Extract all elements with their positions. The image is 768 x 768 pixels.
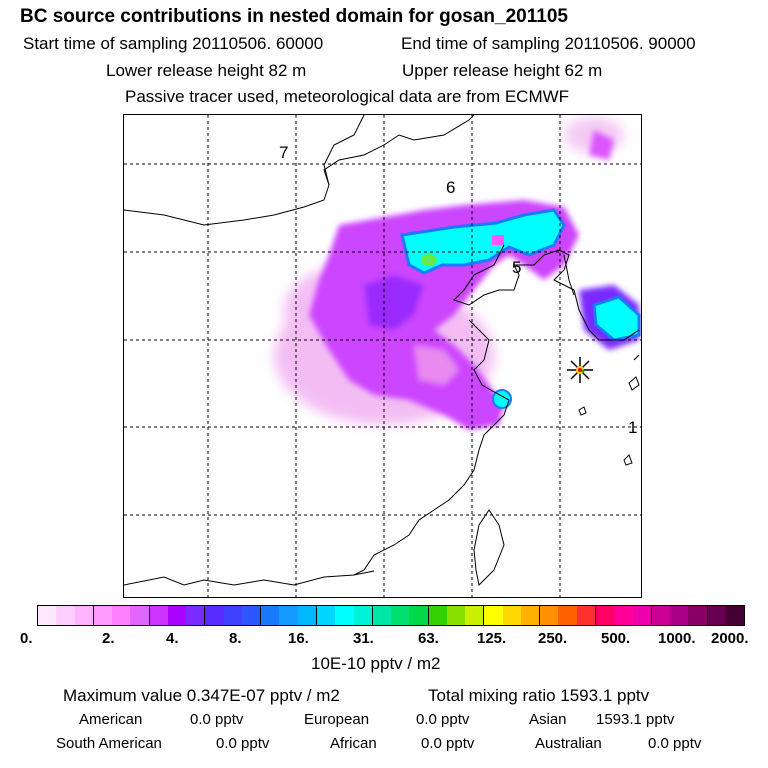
tick-label: 125. [477,630,507,647]
tick-label: 16. [288,630,309,647]
color-scale-segment [688,606,708,625]
upper-release-height: Upper release height 62 m [402,61,603,80]
color-scale-segment [484,606,503,625]
south-american-label: South American [56,735,162,752]
end-time: End time of sampling 20110506. 90000 [401,34,696,53]
tick-label: 0. [20,630,33,647]
total-mixing-ratio: Total mixing ratio 1593.1 pptv [428,686,650,705]
color-scale-segment [372,606,392,625]
color-scale-segment [261,606,280,625]
tick-label: 1000. [658,630,696,647]
african-label: African [330,735,377,752]
color-scale-segment [520,606,541,625]
color-scale-segment [465,606,485,625]
lat-lon-grid [124,115,641,597]
color-scale-segment [540,606,559,625]
color-scale-segment [56,606,75,625]
color-scale-segment [576,606,596,625]
asian-value: 1593.1 pptv [596,711,675,728]
south-american-value: 0.0 pptv [216,735,270,752]
color-scale-segment [74,606,94,625]
color-scale-segment [186,606,206,625]
european-label: European [304,711,370,728]
color-scale-segment [391,606,410,625]
tick-label: 2. [102,630,115,647]
color-scale-segment [558,606,577,625]
start-time: Start time of sampling 20110506. 60000 [23,34,324,53]
color-scale-unit: 10E-10 pptv / m2 [311,654,441,673]
tick-label: 8. [229,630,242,647]
color-scale-segment [353,606,373,625]
european-value: 0.0 pptv [416,711,470,728]
color-scale-segment [335,606,354,625]
color-scale-segment [205,606,224,625]
tick-label: 31. [353,630,374,647]
american-value: 0.0 pptv [190,711,244,728]
tracer-note: Passive tracer used, meteorological data… [125,87,570,106]
color-scale-segment [279,606,298,625]
color-scale-bar [37,605,745,626]
color-scale-segment [112,606,131,625]
plot-title: BC source contributions in nested domain… [20,6,568,27]
color-scale-segment [316,606,336,625]
region-label-6: 6 [446,178,455,197]
color-scale-segment [595,606,615,625]
color-scale-segment [93,606,113,625]
region-label-7: 7 [279,143,288,162]
color-scale-segment [241,606,262,625]
color-scale-segment [707,606,726,625]
color-scale-segment [409,606,429,625]
receptor-star-icon [567,357,593,383]
color-scale-segment [149,606,168,625]
color-scale-segment [632,606,652,625]
color-scale-segment [167,606,187,625]
tick-label: 500. [601,630,631,647]
tick-label: 250. [538,630,568,647]
color-scale-segment [446,606,466,625]
color-scale-segment [428,606,447,625]
australian-value: 0.0 pptv [648,735,702,752]
tick-label: 2000. [711,630,749,647]
color-scale-segment [223,606,242,625]
color-scale-segment [651,606,671,625]
map-canvas: 7 6 5 1 [124,115,641,597]
coastlines [124,115,640,587]
australian-label: Australian [535,735,602,752]
tick-label: 4. [166,630,179,647]
map-panel: 7 6 5 1 [123,114,642,598]
color-scale-segment [38,606,57,625]
lower-release-height: Lower release height 82 m [106,61,307,80]
concentration-field [274,117,641,430]
region-label-1: 1 [628,418,637,437]
tick-label: 63. [418,630,439,647]
african-value: 0.0 pptv [421,735,475,752]
american-label: American [79,711,143,728]
region-label-5: 5 [512,258,521,277]
color-scale-segment [614,606,633,625]
max-value: Maximum value 0.347E-07 pptv / m2 [63,686,340,705]
color-scale-segment [297,606,317,625]
color-scale-segment [130,606,150,625]
color-scale-segment [502,606,521,625]
color-scale-segment [670,606,689,625]
color-scale-segment [725,606,745,625]
asian-label: Asian [529,711,567,728]
